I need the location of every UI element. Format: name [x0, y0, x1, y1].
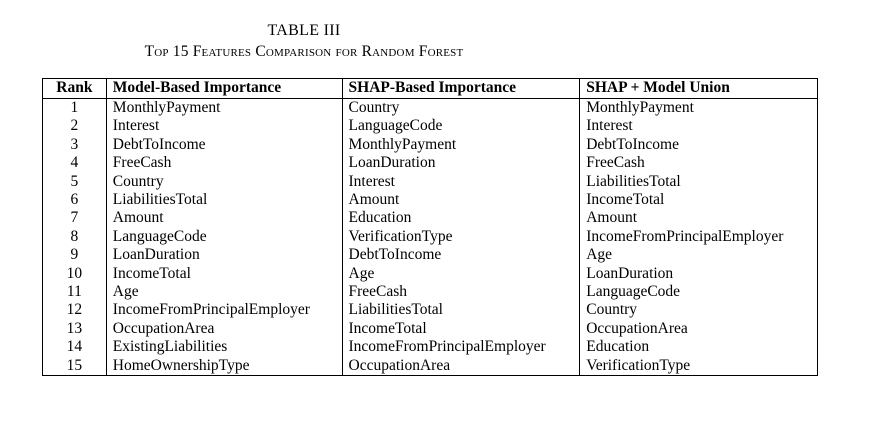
cell-union: Country: [579, 301, 818, 320]
table-row: 9 LoanDuration DebtToIncome Age: [42, 246, 818, 265]
cell-model-based: ExistingLiabilities: [105, 338, 343, 357]
table-row: 4 FreeCash LoanDuration FreeCash: [42, 154, 818, 173]
cell-model-based: LoanDuration: [105, 246, 343, 265]
table-row: 7 Amount Education Amount: [42, 209, 818, 228]
table-row: 8 LanguageCode VerificationType IncomeFromP…: [42, 227, 818, 247]
cell-shap-based: LiabilitiesTotal: [341, 301, 581, 320]
cell-shap-based: DebtToIncome: [341, 246, 581, 265]
cell-model-based: IncomeFromPrincipalEmployer: [105, 301, 343, 320]
table-row: 2 Interest LanguageCode Interest: [42, 117, 818, 136]
table-row: 5 Country Interest LiabilitiesTotal: [42, 172, 818, 192]
cell-rank: 11: [42, 283, 107, 302]
cell-rank: 12: [42, 301, 107, 320]
cell-union: Age: [579, 246, 818, 265]
cell-rank: 13: [42, 319, 107, 339]
table-row: 6 LiabilitiesTotal Amount IncomeTotal: [42, 191, 818, 210]
cell-rank: 7: [42, 209, 107, 228]
features-comparison-table: Rank Model-Based Importance SHAP-Based I…: [42, 78, 818, 377]
table-row: 15 HomeOwnershipType OccupationArea Verific…: [42, 356, 818, 377]
cell-model-based: FreeCash: [105, 154, 343, 173]
cell-union: IncomeFromPrincipalEmployer: [579, 227, 818, 247]
cell-union: IncomeTotal: [579, 191, 818, 210]
cell-rank: 3: [42, 135, 107, 155]
cell-shap-based: IncomeFromPrincipalEmployer: [341, 338, 581, 357]
cell-model-based: Age: [105, 283, 343, 302]
cell-shap-based: VerificationType: [341, 227, 581, 247]
cell-union: DebtToIncome: [579, 135, 818, 155]
cell-rank: 6: [42, 191, 107, 210]
table-title: Top 15 Features Comparison for Random Fo…: [144, 43, 464, 60]
cell-model-based: LiabilitiesTotal: [105, 191, 343, 210]
table-row: 11 Age FreeCash LanguageCode: [42, 283, 818, 302]
cell-model-based: OccupationArea: [105, 319, 343, 339]
cell-union: MonthlyPayment: [579, 98, 818, 118]
cell-model-based: Country: [105, 172, 343, 192]
header-shap-model-union: SHAP + Model Union: [579, 78, 818, 99]
cell-rank: 8: [42, 227, 107, 247]
cell-shap-based: Interest: [341, 172, 581, 192]
cell-model-based: LanguageCode: [105, 227, 343, 247]
cell-shap-based: Education: [341, 209, 581, 228]
cell-union: Education: [579, 338, 818, 357]
cell-union: OccupationArea: [579, 319, 818, 339]
cell-model-based: Amount: [105, 209, 343, 228]
table-header-row: Rank Model-Based Importance SHAP-Based I…: [42, 78, 818, 99]
cell-shap-based: FreeCash: [341, 283, 581, 302]
cell-model-based: HomeOwnershipType: [105, 356, 343, 377]
cell-rank: 10: [42, 264, 107, 284]
cell-rank: 1: [42, 98, 107, 118]
cell-shap-based: Age: [341, 264, 581, 284]
table-row: 13 OccupationArea IncomeTotal OccupationAre…: [42, 319, 818, 339]
cell-rank: 5: [42, 172, 107, 192]
cell-model-based: Interest: [105, 117, 343, 136]
cell-rank: 2: [42, 117, 107, 136]
cell-rank: 4: [42, 154, 107, 173]
cell-union: Interest: [579, 117, 818, 136]
cell-model-based: DebtToIncome: [105, 135, 343, 155]
cell-union: Amount: [579, 209, 818, 228]
table-body: 1 MonthlyPayment Country MonthlyPayment 2 Int…: [42, 98, 818, 377]
cell-rank: 9: [42, 246, 107, 265]
cell-rank: 14: [42, 338, 107, 357]
table-row: 10 IncomeTotal Age LoanDuration: [42, 264, 818, 284]
cell-shap-based: LanguageCode: [341, 117, 581, 136]
header-model-based-importance: Model-Based Importance: [105, 78, 343, 99]
cell-shap-based: MonthlyPayment: [341, 135, 581, 155]
cell-model-based: MonthlyPayment: [105, 98, 343, 118]
header-rank: Rank: [42, 78, 107, 99]
cell-shap-based: Amount: [341, 191, 581, 210]
cell-union: FreeCash: [579, 154, 818, 173]
cell-shap-based: IncomeTotal: [341, 319, 581, 339]
cell-union: LoanDuration: [579, 264, 818, 284]
table-number: TABLE III: [267, 22, 341, 39]
cell-union: LanguageCode: [579, 283, 818, 302]
cell-shap-based: Country: [341, 98, 581, 118]
header-shap-based-importance: SHAP-Based Importance: [341, 78, 581, 99]
cell-shap-based: OccupationArea: [341, 356, 581, 377]
cell-union: LiabilitiesTotal: [579, 172, 818, 192]
table-row: 14 ExistingLiabilities IncomeFromPrincipal…: [42, 338, 818, 357]
cell-model-based: IncomeTotal: [105, 264, 343, 284]
table-row: 1 MonthlyPayment Country MonthlyPayment: [42, 98, 818, 118]
cell-shap-based: LoanDuration: [341, 154, 581, 173]
cell-rank: 15: [42, 356, 107, 377]
cell-union: VerificationType: [579, 356, 818, 377]
table-row: 12 IncomeFromPrincipalEmployer Liabilities…: [42, 301, 818, 320]
table-row: 3 DebtToIncome MonthlyPayment DebtToIncome: [42, 135, 818, 155]
